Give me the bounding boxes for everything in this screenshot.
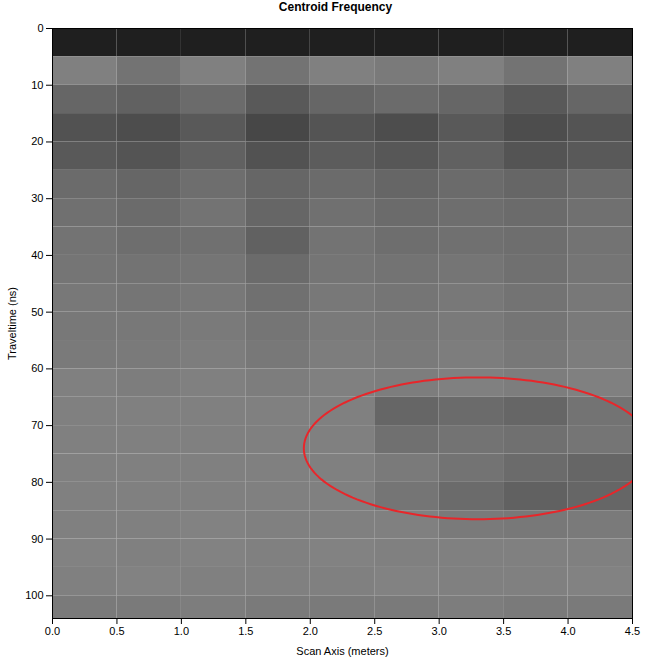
svg-text:80: 80	[31, 476, 43, 488]
svg-text:3.0: 3.0	[432, 625, 447, 637]
svg-text:1.5: 1.5	[238, 625, 253, 637]
svg-text:0: 0	[37, 22, 43, 34]
svg-text:0.5: 0.5	[109, 625, 124, 637]
svg-text:10: 10	[31, 79, 43, 91]
svg-text:40: 40	[31, 249, 43, 261]
svg-text:2.5: 2.5	[367, 625, 382, 637]
svg-text:90: 90	[31, 533, 43, 545]
svg-text:2.0: 2.0	[303, 625, 318, 637]
svg-text:20: 20	[31, 135, 43, 147]
svg-text:30: 30	[31, 192, 43, 204]
svg-text:100: 100	[25, 589, 43, 601]
svg-text:Scan Axis (meters): Scan Axis (meters)	[296, 645, 388, 657]
svg-text:3.5: 3.5	[496, 625, 511, 637]
svg-text:4.5: 4.5	[625, 625, 640, 637]
svg-text:4.0: 4.0	[560, 625, 575, 637]
svg-text:70: 70	[31, 419, 43, 431]
svg-text:50: 50	[31, 306, 43, 318]
html-text:Centroid Frequency: Centroid Frequency	[278, 0, 393, 14]
svg-text:Traveltime (ns): Traveltime (ns)	[6, 287, 18, 360]
svg-text:1.0: 1.0	[174, 625, 189, 637]
svg-text:60: 60	[31, 362, 43, 374]
svg-text:0.0: 0.0	[45, 625, 60, 637]
